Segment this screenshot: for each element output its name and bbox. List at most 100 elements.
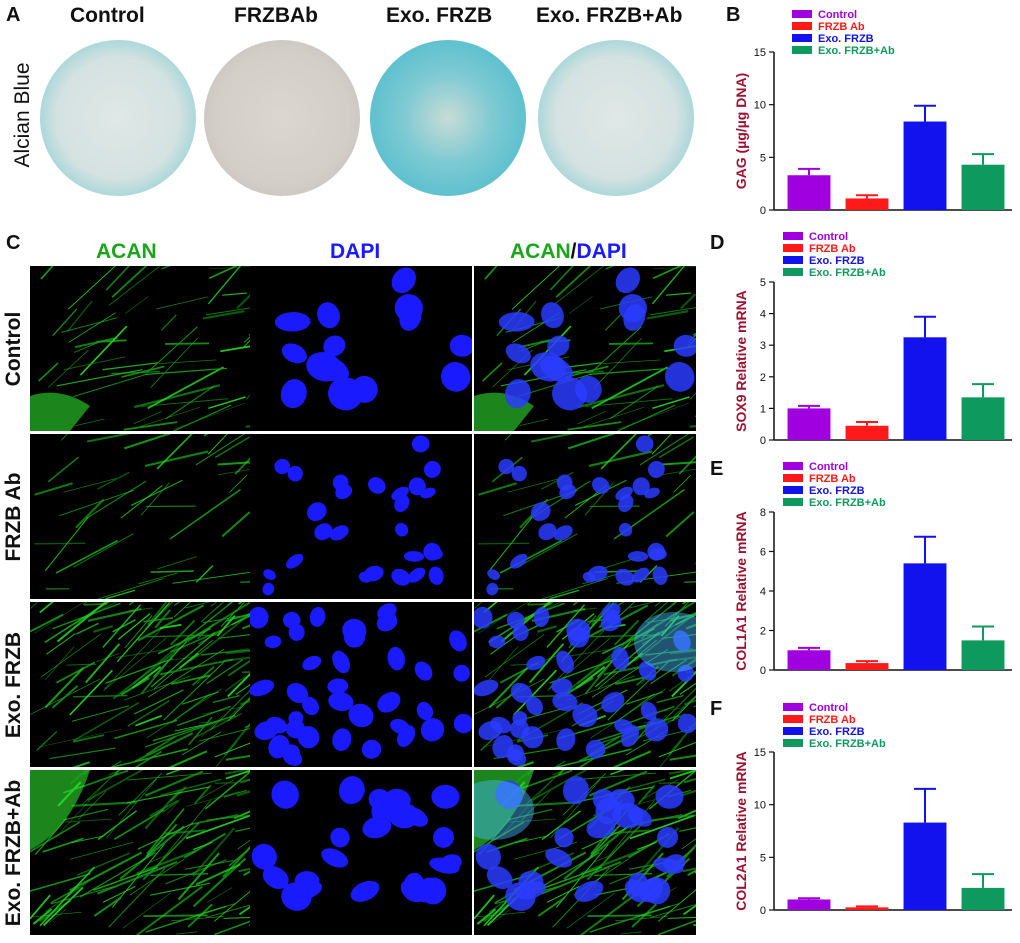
legend-swatch: [783, 474, 803, 482]
if-row-frzb-ab: FRZB Ab: [2, 472, 25, 562]
y-tick-label: 6: [760, 547, 766, 559]
panel-label-e: E: [710, 458, 724, 480]
legend-swatch: [783, 739, 803, 747]
legend-label: Exo. FRZB: [818, 33, 874, 45]
bar-exo-frzb: [903, 563, 947, 670]
bar-control: [787, 175, 831, 210]
legend-label: Exo. FRZB+Ab: [809, 738, 886, 750]
alcian-dish-frzbab: [204, 40, 360, 196]
legend-label: FRZB Ab: [809, 243, 856, 255]
y-axis-label: COL1A1 Relative mRNA: [733, 511, 749, 671]
legend-label: Control: [809, 231, 848, 243]
y-tick-label: 5: [760, 852, 766, 864]
if-image-control-dapi: [250, 266, 472, 431]
bar-exo-frzb: [903, 337, 947, 440]
if-image-control-acan: [30, 266, 252, 431]
legend-swatch: [783, 244, 803, 252]
legend-swatch: [783, 232, 803, 240]
bar-frzb-ab: [845, 907, 889, 910]
alcian-dish-control: [40, 40, 196, 196]
if-row-control: Control: [2, 311, 25, 387]
y-tick-label: 0: [760, 205, 766, 217]
legend-label: Exo. FRZB+Ab: [809, 497, 886, 509]
alcian-col-exo-frzb-ab: Exo. FRZB+Ab: [536, 4, 683, 27]
bar-frzb-ab: [845, 663, 889, 670]
if-image-exo-frzb-dapi: [250, 602, 472, 767]
bar-exo-frzb: [903, 121, 947, 210]
if-image-exo-frzb-ab-dapi: [250, 770, 472, 935]
y-tick-label: 15: [754, 47, 766, 59]
y-tick-label: 5: [760, 277, 766, 289]
if-image-exo-frzb-acan: [30, 602, 252, 767]
alcian-dish-exo-frzb: [370, 40, 526, 196]
legend-label: Exo. FRZB: [809, 255, 865, 267]
if-image-exo-frzb-merge: [474, 602, 696, 767]
panel-label-c: C: [6, 232, 21, 254]
if-image-frzb-ab-dapi: [250, 434, 472, 599]
y-axis-label: GAG (µg/µg DNA): [733, 73, 749, 189]
bar-exo-frzb: [903, 822, 947, 910]
bar-exo-frzb-ab: [961, 164, 1005, 210]
y-tick-label: 0: [760, 905, 766, 917]
if-image-frzb-ab-merge: [474, 434, 696, 599]
legend-swatch: [792, 46, 812, 54]
bar-exo-frzb-ab: [961, 640, 1005, 670]
y-tick-label: 2: [760, 626, 766, 638]
if-col-dapi: DAPI: [330, 240, 381, 263]
panel-label-a: A: [6, 4, 21, 26]
if-col-merge: ACAN/DAPI: [510, 240, 627, 263]
bar-exo-frzb-ab: [961, 887, 1005, 910]
legend-swatch: [792, 22, 812, 30]
panel-label-d: D: [710, 232, 725, 254]
if-image-exo-frzb-ab-acan: [30, 770, 252, 935]
y-tick-label: 8: [760, 507, 766, 519]
bar-control: [787, 899, 831, 910]
legend-swatch: [783, 462, 803, 470]
if-image-frzb-ab-acan: [30, 434, 252, 599]
legend-label: FRZB Ab: [818, 21, 865, 33]
legend-swatch: [783, 486, 803, 494]
if-row-exo-frzb: Exo. FRZB: [2, 631, 25, 739]
legend-swatch: [783, 715, 803, 723]
y-tick-label: 4: [760, 586, 766, 598]
legend-swatch: [783, 498, 803, 506]
if-col-acan: ACAN: [96, 240, 157, 263]
if-row-exo-frzb-ab: Exo. FRZB+Ab: [2, 779, 25, 927]
legend-swatch: [783, 256, 803, 264]
legend-label: Control: [818, 9, 857, 21]
legend-label: Control: [809, 461, 848, 473]
y-tick-label: 15: [754, 747, 766, 759]
alcian-col-exo-frzb: Exo. FRZB: [386, 4, 493, 27]
y-tick-label: 5: [760, 152, 766, 164]
alcian-col-frzbab: FRZBAb: [234, 4, 318, 27]
y-tick-label: 3: [760, 340, 766, 352]
y-tick-label: 1: [760, 403, 766, 415]
if-image-exo-frzb-ab-merge: [474, 770, 696, 935]
y-axis-label: SOX9 Relative mRNA: [733, 290, 749, 432]
y-tick-label: 0: [760, 435, 766, 447]
bar-control: [787, 408, 831, 440]
y-tick-label: 10: [754, 100, 766, 112]
legend-swatch: [792, 10, 812, 18]
legend-swatch: [792, 34, 812, 42]
panel-label-b: B: [726, 4, 741, 26]
y-tick-label: 0: [760, 665, 766, 677]
y-tick-label: 4: [760, 309, 766, 321]
legend-label: Exo. FRZB: [809, 485, 865, 497]
alcian-dish-exo-frzb-ab: [538, 40, 694, 196]
legend-label: FRZB Ab: [809, 714, 856, 726]
legend-swatch: [783, 703, 803, 711]
panel-label-f: F: [710, 698, 723, 720]
bar-frzb-ab: [845, 425, 889, 440]
bar-exo-frzb-ab: [961, 397, 1005, 440]
legend-label: Exo. FRZB: [809, 726, 865, 738]
legend-swatch: [783, 727, 803, 735]
legend-label: Exo. FRZB+Ab: [818, 45, 895, 57]
legend-label: FRZB Ab: [809, 473, 856, 485]
if-image-control-merge: [474, 266, 696, 431]
legend-label: Exo. FRZB+Ab: [809, 267, 886, 279]
